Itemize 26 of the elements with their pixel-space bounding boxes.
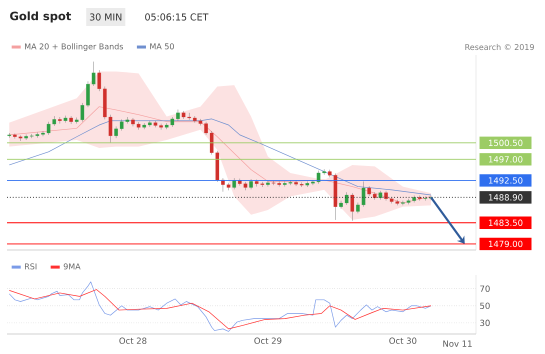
candlestick bbox=[350, 192, 354, 222]
y-tick-label: 70 bbox=[480, 285, 490, 292]
y-tick-label: 1497.00 bbox=[488, 156, 522, 163]
chart-subtitle: 30 MIN bbox=[90, 13, 122, 21]
y-tick-label: 1492.50 bbox=[488, 177, 522, 184]
y-tick-label: 50 bbox=[480, 302, 490, 309]
y-tick-label: 1500.50 bbox=[488, 140, 522, 146]
y-tick-label: 1479.00 bbox=[488, 240, 522, 248]
x-tick-label: Oct 29 bbox=[254, 338, 282, 344]
y-tick-label: 30 bbox=[480, 320, 490, 326]
x-tick-label: Oct 28 bbox=[119, 338, 146, 344]
line-series bbox=[8, 106, 432, 204]
candlestick bbox=[249, 178, 253, 190]
y-tick-label: 1488.90 bbox=[488, 194, 522, 201]
y-tick-label: 1483.50 bbox=[488, 220, 522, 226]
line-series bbox=[8, 289, 432, 330]
candlestick bbox=[64, 115, 68, 123]
candlestick bbox=[266, 180, 270, 187]
candlestick bbox=[367, 186, 371, 196]
x-tick-label: Oct 30 bbox=[389, 338, 416, 344]
candlestick bbox=[58, 116, 62, 124]
text: 05:06:15 CET bbox=[145, 13, 208, 21]
candlestick bbox=[232, 178, 236, 190]
candlestick bbox=[97, 70, 102, 92]
text: Nov 11 bbox=[443, 340, 472, 347]
chart-title: Gold spot bbox=[10, 11, 72, 23]
